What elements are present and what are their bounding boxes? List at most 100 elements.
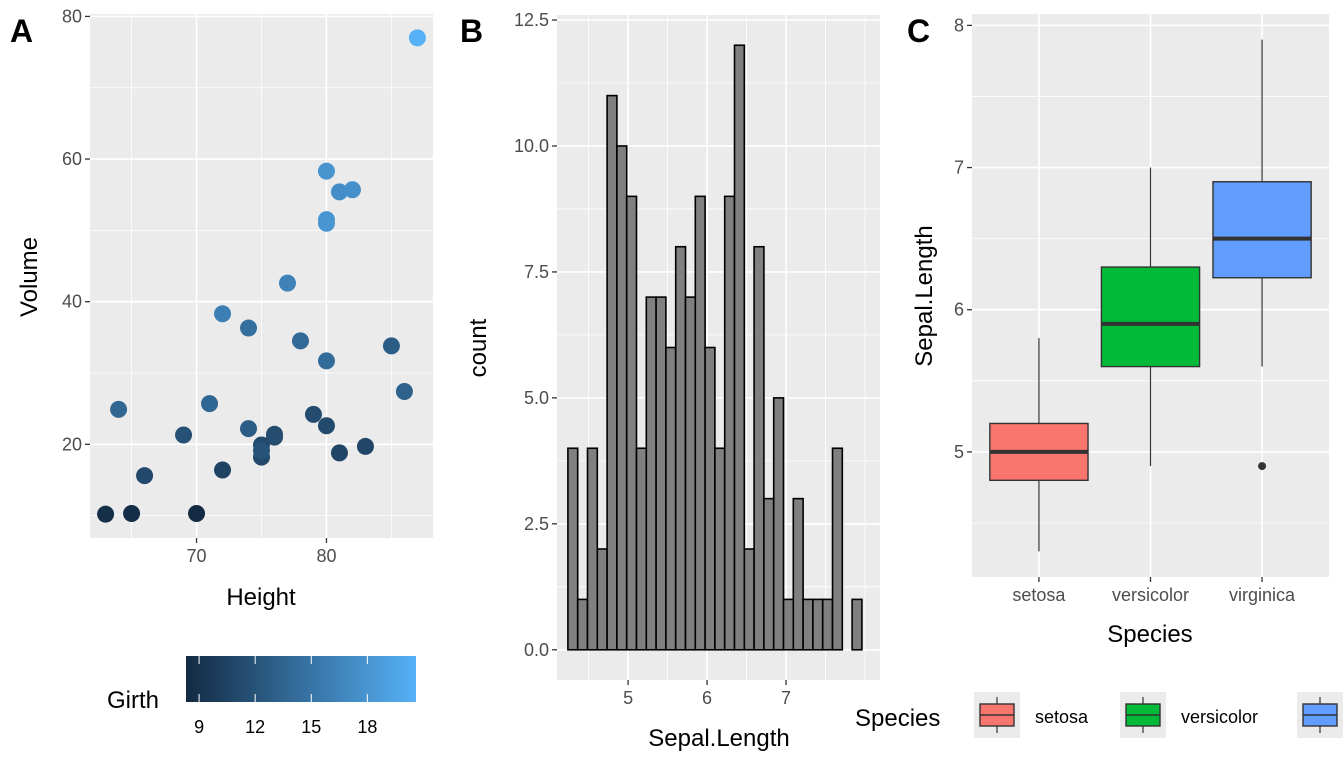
girth-legend: 9 12 15 18: [186, 656, 416, 737]
x-tick-label: 5: [623, 688, 633, 708]
data-point: [214, 305, 232, 323]
colorbar-label: 18: [357, 717, 377, 737]
colorbar-label: 12: [245, 717, 265, 737]
data-point: [382, 337, 400, 355]
data-point: [175, 426, 193, 444]
data-point: [408, 29, 426, 47]
histogram-bar: [576, 598, 589, 651]
y-tick-label: 80: [62, 6, 82, 26]
data-point: [395, 383, 413, 401]
y-axis-title-a: Volume: [16, 237, 43, 317]
x-tick-label: versicolor: [1112, 585, 1189, 605]
y-axis-title-c: Sepal.Length: [911, 225, 938, 366]
species-legend: setosa versicolor: [974, 692, 1343, 738]
colorbar: [186, 656, 416, 702]
histogram-bar: [606, 94, 618, 651]
histogram-bar: [655, 296, 667, 651]
histogram-bar: [684, 296, 697, 651]
y-tick-label: 6: [954, 300, 964, 320]
data-point: [188, 504, 206, 522]
y-tick-label: 20: [62, 434, 82, 454]
x-axis-title-c: Species: [1107, 621, 1192, 648]
histogram-bar: [792, 497, 804, 651]
data-point: [240, 319, 258, 337]
histogram-bar: [753, 245, 765, 651]
histogram-bar: [723, 195, 736, 651]
histogram-bar: [821, 598, 834, 651]
panel-a: 20 40 60 80 70 80: [62, 6, 433, 566]
panel-tag-c: C: [907, 13, 930, 49]
histogram-bar: [625, 195, 638, 651]
data-point: [110, 400, 128, 418]
x-tick-label: 70: [187, 546, 207, 566]
data-point: [356, 437, 374, 455]
histogram-bar: [763, 497, 775, 651]
y-tick-label: 12.5: [514, 10, 549, 30]
histogram-bar: [586, 447, 599, 651]
y-tick-label: 7.5: [524, 262, 549, 282]
histogram-bar: [616, 145, 628, 651]
panel-tag-a: A: [10, 13, 33, 49]
histogram-bar: [665, 346, 677, 651]
histogram-bar: [831, 447, 844, 651]
y-tick-label: 8: [954, 15, 964, 35]
y-tick-label: 60: [62, 149, 82, 169]
colorbar-label: 15: [301, 717, 321, 737]
panel-b: 0.0 2.5 5.0 7.5 10.0 12.5 5 6 7: [514, 10, 880, 708]
y-tick-label: 5.0: [524, 388, 549, 408]
data-point: [343, 181, 361, 199]
histogram-bar: [635, 447, 648, 651]
data-point: [253, 442, 270, 460]
data-point: [265, 425, 283, 443]
x-tick-label: 7: [781, 688, 791, 708]
girth-legend-title: Girth: [107, 687, 159, 714]
x-tick-label: 6: [702, 688, 712, 708]
data-point: [97, 505, 115, 523]
data-point: [136, 467, 154, 485]
data-point: [317, 214, 335, 232]
y-tick-label: 7: [954, 158, 964, 178]
histogram-bar: [812, 598, 824, 651]
data-point: [304, 405, 322, 423]
y-tick-label: 40: [62, 292, 82, 312]
histogram-bar: [674, 245, 687, 651]
histogram-bar: [567, 447, 579, 651]
histogram-bar: [782, 598, 795, 651]
histogram-bar: [704, 346, 716, 651]
data-point: [330, 444, 348, 462]
y-axis-title-b: count: [465, 318, 492, 377]
panel-tag-b: B: [460, 13, 483, 49]
outlier-point: [1258, 462, 1267, 471]
data-point: [214, 461, 232, 479]
box-virginica: [1212, 181, 1312, 279]
data-point: [317, 352, 335, 370]
y-tick-label: 0.0: [524, 640, 549, 660]
legend-label: versicolor: [1181, 707, 1258, 727]
y-tick-label: 5: [954, 442, 964, 462]
x-axis-title-b: Sepal.Length: [648, 725, 789, 752]
x-tick-label: virginica: [1229, 585, 1296, 605]
y-tick-label: 10.0: [514, 136, 549, 156]
panel-c: 5 6 7 8 setosa versicolor virginica: [954, 14, 1329, 605]
histogram-bar: [714, 447, 726, 651]
histogram-bar: [802, 598, 814, 651]
histogram-bar: [851, 598, 863, 651]
data-point: [330, 183, 348, 201]
histogram-bar: [596, 548, 608, 651]
legend-label: setosa: [1035, 707, 1089, 727]
data-point: [240, 420, 258, 438]
colorbar-label: 9: [194, 717, 204, 737]
data-point: [201, 395, 219, 413]
x-tick-label: setosa: [1012, 585, 1066, 605]
data-point: [291, 332, 309, 350]
x-tick-label: 80: [316, 546, 336, 566]
histogram-bar: [772, 397, 785, 651]
data-point: [317, 162, 335, 180]
data-point: [317, 417, 335, 435]
histogram-bar: [733, 44, 746, 651]
data-point: [123, 504, 141, 522]
histogram-bar: [694, 195, 706, 651]
y-tick-label: 2.5: [524, 514, 549, 534]
histogram-bar: [743, 548, 755, 651]
